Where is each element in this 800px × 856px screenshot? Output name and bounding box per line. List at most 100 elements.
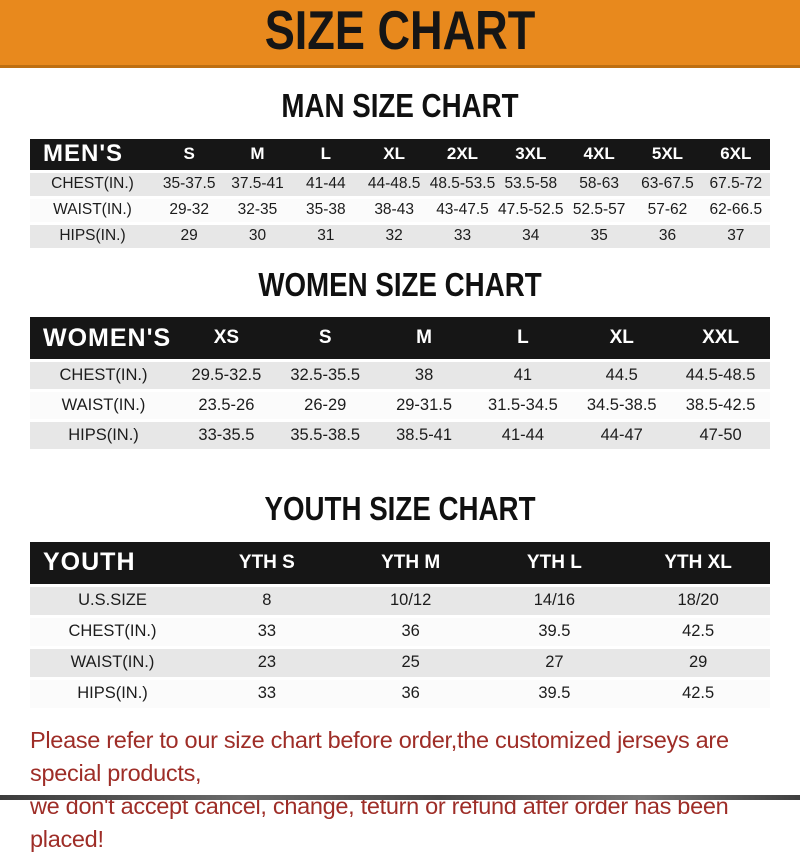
measurement-value: 44-48.5 (359, 172, 429, 196)
measurement-label: WAIST(IN.) (30, 648, 195, 677)
measurement-value: 33 (195, 679, 339, 708)
measurement-value: 44.5 (572, 362, 672, 390)
size-column-header: 5XL (633, 138, 702, 170)
measurement-label: WAIST(IN.) (30, 392, 177, 420)
measurement-value: 23 (195, 648, 339, 677)
size-column-header: S (275, 317, 375, 360)
mens-size-table: MEN'S S M L XL 2XL 3XL 4XL 5XL 6XL CHEST(IN.) 35-37… (30, 136, 770, 251)
measurement-label: CHEST(IN.) (30, 617, 195, 646)
measurement-value: 48.5-53.5 (428, 172, 497, 196)
size-column-header: 2XL (428, 138, 497, 170)
measurement-value: 32-35 (223, 198, 292, 222)
size-header-row: WOMEN'S XS S M L XL XXL (30, 317, 770, 360)
men-section-heading: MAN SIZE CHART (281, 87, 519, 124)
size-column-header: XXL (671, 317, 770, 360)
measurement-value: 18/20 (626, 586, 770, 615)
size-column-header: 6XL (701, 138, 770, 170)
measurement-value: 57-62 (633, 198, 702, 222)
measurement-value: 29 (626, 648, 770, 677)
size-column-header: YTH L (482, 541, 627, 584)
measurement-value: 31 (291, 224, 360, 248)
measurement-value: 33-35.5 (177, 422, 276, 450)
measurement-row: WAIST(IN.) 23 25 27 29 (30, 648, 770, 677)
table-corner-label: WOMEN'S (30, 317, 177, 360)
measurement-value: 38-43 (359, 198, 429, 222)
size-column-header: 4XL (564, 138, 634, 170)
measurement-value: 52.5-57 (564, 198, 634, 222)
measurement-row: HIPS(IN.) 29 30 31 32 33 34 35 36 37 (30, 224, 770, 248)
size-column-header: XL (572, 317, 672, 360)
measurement-value: 35.5-38.5 (275, 422, 375, 450)
measurement-value: 33 (195, 617, 339, 646)
measurement-row: CHEST(IN.) 29.5-32.5 32.5-35.5 38 41 44.5 44.5… (30, 362, 770, 390)
measurement-value: 29.5-32.5 (177, 362, 276, 390)
measurement-label: HIPS(IN.) (30, 224, 155, 248)
measurement-value: 32.5-35.5 (275, 362, 375, 390)
measurement-value: 29-31.5 (374, 392, 474, 420)
measurement-value: 37.5-41 (223, 172, 292, 196)
bottom-edge-strip (0, 795, 800, 800)
measurement-value: 35-37.5 (155, 172, 224, 196)
measurement-value: 41-44 (473, 422, 573, 450)
measurement-value: 47.5-52.5 (496, 198, 565, 222)
measurement-row: CHEST(IN.) 35-37.5 37.5-41 41-44 44-48.5 48.5… (30, 172, 770, 196)
measurement-value: 44-47 (572, 422, 672, 450)
measurement-row: CHEST(IN.) 33 36 39.5 42.5 (30, 617, 770, 646)
measurement-value: 36 (633, 224, 702, 248)
measurement-value: 34 (496, 224, 565, 248)
table-corner-label: YOUTH (30, 541, 195, 584)
disclaimer-line-1: Please refer to our size chart before or… (30, 726, 729, 786)
measurement-value: 38.5-42.5 (671, 392, 770, 420)
measurement-value: 38 (374, 362, 474, 390)
measurement-value: 35-38 (291, 198, 360, 222)
measurement-value: 42.5 (626, 679, 770, 708)
measurement-value: 35 (564, 224, 634, 248)
measurement-value: 31.5-34.5 (473, 392, 573, 420)
measurement-value: 36 (338, 617, 483, 646)
size-column-header: XL (359, 138, 429, 170)
table-corner-label: MEN'S (30, 138, 155, 170)
size-column-header: M (223, 138, 292, 170)
section-women: WOMEN SIZE CHART WOMEN'S XS S M L XL XXL CHEST(… (0, 267, 800, 453)
measurement-value: 58-63 (564, 172, 634, 196)
measurement-value: 39.5 (482, 679, 627, 708)
order-disclaimer: Please refer to our size chart before or… (30, 724, 782, 856)
measurement-value: 41 (473, 362, 573, 390)
size-column-header: YTH M (338, 541, 483, 584)
measurement-label: U.S.SIZE (30, 586, 195, 615)
measurement-value: 38.5-41 (374, 422, 474, 450)
measurement-label: CHEST(IN.) (30, 172, 155, 196)
measurement-value: 43-47.5 (428, 198, 497, 222)
measurement-value: 53.5-58 (496, 172, 565, 196)
womens-size-table: WOMEN'S XS S M L XL XXL CHEST(IN.) 29.5-32.5 32.5… (30, 314, 770, 452)
measurement-value: 47-50 (671, 422, 770, 450)
measurement-value: 41-44 (291, 172, 360, 196)
measurement-label: CHEST(IN.) (30, 362, 177, 390)
measurement-row: HIPS(IN.) 33-35.5 35.5-38.5 38.5-41 41-44 44-… (30, 422, 770, 450)
measurement-value: 37 (701, 224, 770, 248)
measurement-row: WAIST(IN.) 23.5-26 26-29 29-31.5 31.5-34.5 34… (30, 392, 770, 420)
size-column-header: 3XL (496, 138, 565, 170)
measurement-value: 14/16 (482, 586, 627, 615)
measurement-value: 30 (223, 224, 292, 248)
section-men: MAN SIZE CHART MEN'S S M L XL 2XL 3XL 4XL 5XL 6XL… (0, 87, 800, 251)
size-header-row: YOUTH YTH S YTH M YTH L YTH XL (30, 541, 770, 584)
measurement-value: 10/12 (338, 586, 483, 615)
page-title: SIZE CHART (264, 0, 536, 61)
measurement-value: 32 (359, 224, 429, 248)
measurement-value: 42.5 (626, 617, 770, 646)
size-column-header: L (291, 138, 360, 170)
measurement-label: HIPS(IN.) (30, 679, 195, 708)
measurement-value: 26-29 (275, 392, 375, 420)
measurement-label: HIPS(IN.) (30, 422, 177, 450)
measurement-value: 27 (482, 648, 627, 677)
youth-section-heading: YOUTH SIZE CHART (264, 490, 536, 528)
measurement-row: HIPS(IN.) 33 36 39.5 42.5 (30, 679, 770, 708)
youth-size-table: YOUTH YTH S YTH M YTH L YTH XL U.S.SIZE 8 10/12… (30, 539, 770, 711)
measurement-value: 33 (428, 224, 497, 248)
measurement-value: 29-32 (155, 198, 224, 222)
measurement-value: 29 (155, 224, 224, 248)
measurement-value: 67.5-72 (701, 172, 770, 196)
measurement-value: 39.5 (482, 617, 627, 646)
